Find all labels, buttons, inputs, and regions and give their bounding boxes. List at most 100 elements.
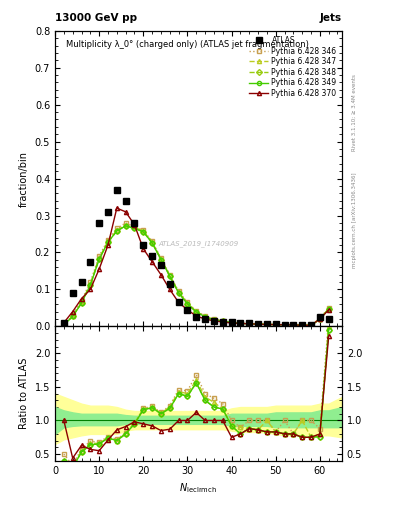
- Pythia 6.428 347: [300, 322, 305, 328]
- Pythia 6.428 346: [176, 288, 181, 294]
- Line: Pythia 6.428 348: Pythia 6.428 348: [62, 224, 331, 327]
- Text: Multiplicity λ_0° (charged only) (ATLAS jet fragmentation): Multiplicity λ_0° (charged only) (ATLAS …: [66, 39, 309, 49]
- Pythia 6.428 370: [318, 316, 322, 322]
- Pythia 6.428 348: [264, 322, 269, 328]
- Pythia 6.428 348: [159, 257, 163, 263]
- Pythia 6.428 348: [185, 301, 190, 307]
- Pythia 6.428 348: [326, 306, 331, 312]
- Pythia 6.428 349: [70, 313, 75, 319]
- Pythia 6.428 346: [88, 279, 93, 285]
- Pythia 6.428 349: [194, 309, 198, 315]
- Pythia 6.428 346: [61, 322, 66, 328]
- Pythia 6.428 370: [123, 209, 128, 215]
- Pythia 6.428 349: [229, 319, 234, 326]
- Pythia 6.428 349: [97, 256, 101, 262]
- Pythia 6.428 370: [114, 205, 119, 211]
- Pythia 6.428 349: [159, 257, 163, 263]
- Pythia 6.428 347: [238, 320, 243, 326]
- Pythia 6.428 348: [274, 322, 278, 328]
- Pythia 6.428 346: [97, 253, 101, 259]
- Pythia 6.428 347: [247, 321, 252, 327]
- Text: Jets: Jets: [320, 13, 342, 23]
- Pythia 6.428 346: [114, 225, 119, 231]
- Pythia 6.428 370: [203, 316, 208, 322]
- Pythia 6.428 346: [291, 322, 296, 328]
- ATLAS: [220, 319, 225, 325]
- Pythia 6.428 349: [300, 322, 305, 328]
- Pythia 6.428 347: [274, 322, 278, 328]
- Pythia 6.428 346: [318, 315, 322, 322]
- ATLAS: [97, 220, 101, 226]
- Pythia 6.428 347: [70, 313, 75, 319]
- Pythia 6.428 349: [79, 300, 84, 306]
- Pythia 6.428 348: [291, 322, 296, 328]
- Pythia 6.428 347: [97, 255, 101, 261]
- Pythia 6.428 347: [256, 321, 261, 327]
- Pythia 6.428 346: [220, 318, 225, 324]
- ATLAS: [167, 281, 172, 287]
- Pythia 6.428 346: [106, 237, 110, 243]
- ATLAS: [106, 209, 110, 215]
- ATLAS: [247, 321, 252, 327]
- Pythia 6.428 346: [256, 321, 261, 327]
- Pythia 6.428 370: [247, 321, 252, 327]
- Pythia 6.428 346: [123, 220, 128, 226]
- Pythia 6.428 349: [106, 239, 110, 245]
- Pythia 6.428 348: [220, 318, 225, 324]
- Pythia 6.428 348: [61, 322, 66, 328]
- ATLAS: [79, 279, 84, 285]
- Pythia 6.428 348: [282, 322, 287, 328]
- ATLAS: [211, 318, 216, 324]
- Pythia 6.428 348: [300, 322, 305, 328]
- Pythia 6.428 349: [291, 322, 296, 328]
- Pythia 6.428 370: [88, 286, 93, 292]
- Pythia 6.428 370: [132, 222, 137, 228]
- Text: ATLAS_2019_I1740909: ATLAS_2019_I1740909: [158, 240, 239, 247]
- Pythia 6.428 370: [97, 266, 101, 272]
- Text: Rivet 3.1.10; ≥ 3.4M events: Rivet 3.1.10; ≥ 3.4M events: [352, 74, 357, 151]
- Pythia 6.428 349: [326, 306, 331, 312]
- Pythia 6.428 347: [61, 322, 66, 328]
- Pythia 6.428 347: [88, 281, 93, 287]
- Pythia 6.428 370: [220, 319, 225, 325]
- Pythia 6.428 347: [123, 222, 128, 228]
- ATLAS: [282, 322, 287, 328]
- Pythia 6.428 348: [141, 229, 146, 235]
- ATLAS: [70, 290, 75, 296]
- Pythia 6.428 349: [141, 229, 146, 235]
- Pythia 6.428 346: [132, 224, 137, 230]
- Pythia 6.428 346: [229, 319, 234, 325]
- Pythia 6.428 370: [141, 246, 146, 252]
- ATLAS: [185, 307, 190, 313]
- ATLAS: [238, 319, 243, 326]
- Pythia 6.428 349: [274, 322, 278, 328]
- Pythia 6.428 348: [194, 309, 198, 315]
- Pythia 6.428 347: [203, 313, 208, 319]
- Pythia 6.428 349: [176, 290, 181, 296]
- Pythia 6.428 346: [79, 297, 84, 304]
- Pythia 6.428 346: [185, 300, 190, 306]
- Pythia 6.428 347: [159, 255, 163, 262]
- Pythia 6.428 348: [150, 240, 154, 246]
- Pythia 6.428 347: [264, 321, 269, 327]
- Pythia 6.428 349: [88, 282, 93, 288]
- Pythia 6.428 370: [194, 313, 198, 319]
- Pythia 6.428 347: [291, 322, 296, 328]
- Pythia 6.428 346: [194, 308, 198, 314]
- ATLAS: [61, 319, 66, 326]
- Pythia 6.428 349: [238, 321, 243, 327]
- Pythia 6.428 348: [123, 223, 128, 229]
- Pythia 6.428 370: [256, 321, 261, 327]
- ATLAS: [291, 322, 296, 328]
- Line: Pythia 6.428 346: Pythia 6.428 346: [62, 221, 331, 327]
- Pythia 6.428 370: [106, 242, 110, 248]
- Pythia 6.428 346: [167, 271, 172, 278]
- Legend: ATLAS, Pythia 6.428 346, Pythia 6.428 347, Pythia 6.428 348, Pythia 6.428 349, P: ATLAS, Pythia 6.428 346, Pythia 6.428 34…: [248, 34, 338, 99]
- Pythia 6.428 346: [282, 322, 287, 328]
- Pythia 6.428 346: [211, 316, 216, 322]
- Pythia 6.428 347: [150, 239, 154, 245]
- Pythia 6.428 346: [238, 320, 243, 326]
- Pythia 6.428 370: [176, 300, 181, 306]
- Pythia 6.428 370: [326, 307, 331, 313]
- Pythia 6.428 348: [167, 273, 172, 279]
